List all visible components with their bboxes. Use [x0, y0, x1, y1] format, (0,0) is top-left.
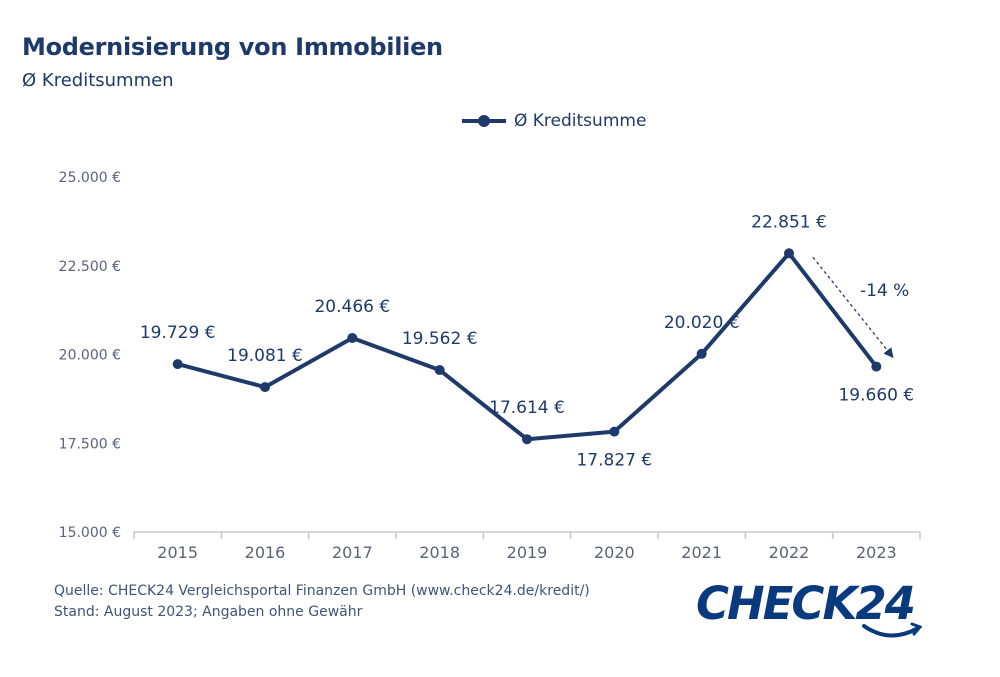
data-label: 19.729 €: [140, 323, 216, 343]
check24-logo: CHECK24: [696, 577, 916, 630]
source-note: Quelle: CHECK24 Vergleichsportal Finanze…: [54, 583, 590, 599]
data-label: 19.081 €: [227, 346, 303, 366]
legend-line-marker: [462, 111, 506, 131]
x-tick-label: 2018: [419, 543, 460, 562]
legend: Ø Kreditsumme: [462, 108, 646, 134]
data-label: 19.562 €: [402, 329, 478, 349]
x-tick-label: 2019: [507, 543, 548, 562]
data-label: 17.614 €: [489, 398, 565, 418]
data-label: 22.851 €: [751, 212, 827, 232]
data-label: 17.827 €: [576, 451, 652, 471]
data-label: 20.020 €: [664, 313, 740, 333]
data-point: [347, 332, 358, 343]
data-point: [434, 365, 445, 376]
data-point: [784, 248, 794, 259]
x-tick-label: 2017: [332, 543, 373, 562]
data-label: 19.660 €: [838, 386, 914, 406]
x-tick-label: 2020: [594, 543, 635, 562]
x-tick-label: 2023: [856, 543, 897, 562]
y-tick-label: 17.500 €: [59, 436, 121, 452]
data-point: [609, 426, 620, 437]
x-tick-label: 2015: [157, 543, 198, 562]
x-tick-label: 2016: [245, 543, 286, 562]
y-tick-label: 20.000 €: [59, 348, 121, 364]
change-annotation: -14 %: [860, 281, 909, 301]
data-point: [260, 382, 270, 393]
y-tick-label: 25.000 €: [59, 170, 121, 186]
chart-title: Modernisierung von Immobilien: [22, 33, 443, 61]
y-tick-label: 22.500 €: [59, 259, 121, 275]
x-tick-label: 2021: [681, 543, 722, 562]
data-point: [871, 361, 882, 372]
data-point: [696, 348, 707, 359]
legend-label: Ø Kreditsumme: [514, 111, 647, 131]
footer: Quelle: CHECK24 Vergleichsportal Finanze…: [54, 581, 590, 623]
y-tick-label: 15.000 €: [59, 525, 121, 541]
chart-subtitle: Ø Kreditsummen: [22, 70, 174, 91]
logo-swoosh-icon: [862, 622, 922, 638]
status-note: Stand: August 2023; Angaben ohne Gewähr: [54, 604, 363, 620]
change-arrow: [812, 256, 894, 359]
data-label: 20.466 €: [314, 297, 390, 317]
x-tick-label: 2022: [769, 543, 810, 562]
data-point: [172, 359, 183, 370]
data-point: [522, 434, 532, 445]
